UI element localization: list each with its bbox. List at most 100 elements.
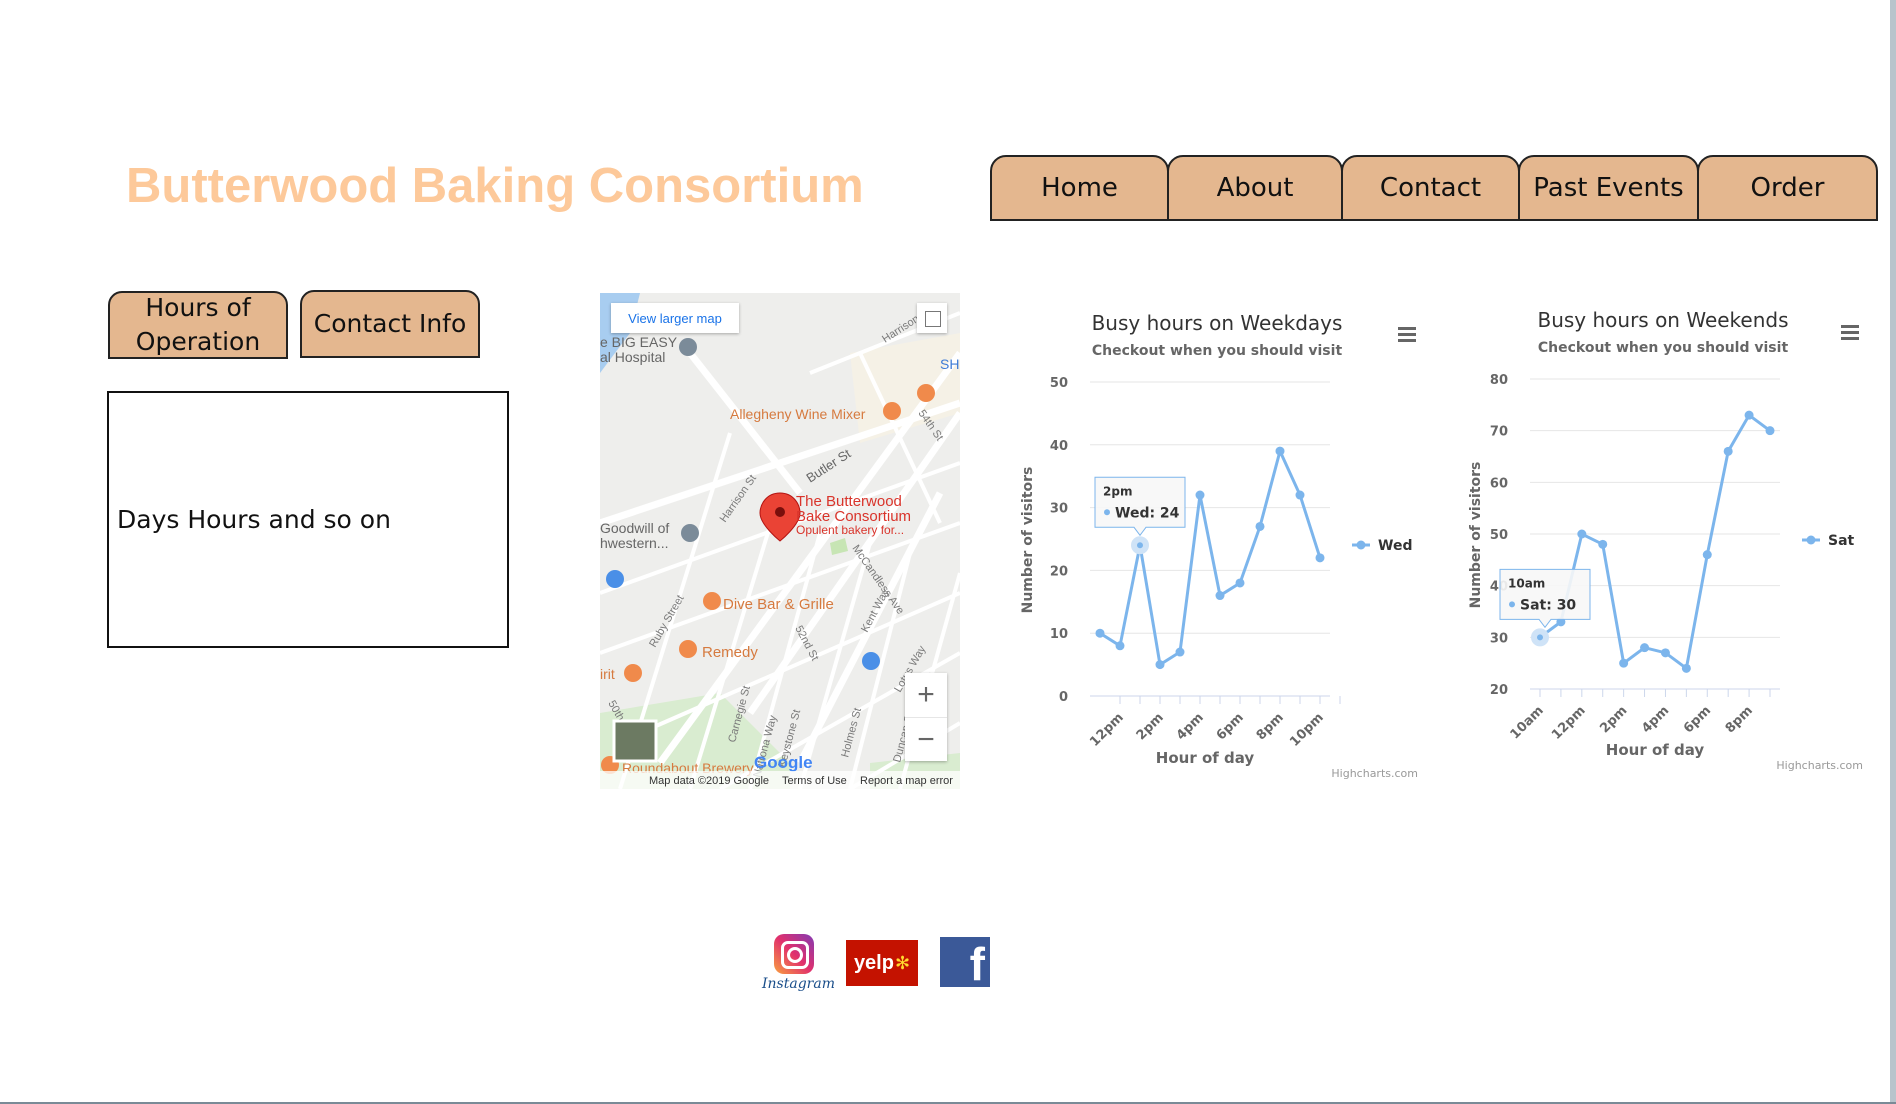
- y-tick-label: 50: [1050, 376, 1068, 391]
- data-point: [1531, 628, 1549, 647]
- embedded-map[interactable]: e BIG EASY al Hospital Goodwill of hwest…: [600, 293, 960, 789]
- chart-menu-icon[interactable]: [1398, 327, 1416, 342]
- data-point: [1115, 641, 1125, 651]
- x-tick-label: 6pm: [1214, 710, 1247, 743]
- nav-order[interactable]: Order: [1697, 155, 1878, 221]
- nav-about[interactable]: About: [1167, 155, 1343, 221]
- chart-subtitle: Checkout when you should visit: [1538, 340, 1789, 356]
- nav-home[interactable]: Home: [990, 155, 1169, 221]
- data-point: [1235, 578, 1245, 588]
- tab-hours-of-operation[interactable]: Hours of Operation: [108, 291, 288, 359]
- data-point: [1681, 663, 1691, 673]
- weekday-chart-svg: Busy hours on Weekdays Checkout when you…: [1020, 311, 1418, 780]
- y-tick-label: 80: [1490, 373, 1508, 388]
- hours-info-text: Days Hours and so on: [117, 505, 391, 534]
- data-point: [1175, 647, 1185, 657]
- weekend-chart: Busy hours on Weekends Checkout when you…: [1455, 305, 1875, 785]
- map-place-name: The Butterwood: [796, 493, 902, 510]
- map-zoom-controls: + −: [905, 673, 947, 761]
- legend-label: Wed: [1378, 538, 1412, 554]
- map-canvas[interactable]: e BIG EASY al Hospital Goodwill of hwest…: [600, 293, 960, 789]
- x-tick-label: 2pm: [1597, 703, 1630, 736]
- yelp-icon: yelp: [853, 951, 894, 974]
- data-point: [1095, 628, 1105, 638]
- tooltip-value: Wed: 24: [1115, 505, 1180, 521]
- x-tick-label: 2pm: [1134, 710, 1167, 743]
- map-satellite-toggle[interactable]: [612, 719, 658, 763]
- nav-past-events[interactable]: Past Events: [1518, 155, 1699, 221]
- data-point: [1195, 490, 1205, 500]
- map-data-credit: Map data ©2019 Google: [649, 775, 769, 787]
- map-report-link[interactable]: Report a map error: [860, 775, 953, 787]
- zoom-in-button[interactable]: +: [917, 678, 935, 711]
- legend-marker: [1806, 535, 1816, 545]
- data-point: [1660, 648, 1670, 658]
- chart-subtitle: Checkout when you should visit: [1092, 343, 1343, 359]
- chart-xlabel: Hour of day: [1606, 741, 1705, 759]
- y-tick-label: 40: [1050, 439, 1068, 454]
- y-tick-label: 70: [1490, 425, 1508, 440]
- y-tick-label: 10: [1050, 627, 1068, 642]
- map-poi-pins[interactable]: [601, 338, 935, 774]
- view-larger-map-link[interactable]: View larger map: [611, 303, 739, 333]
- x-tick-label: 4pm: [1639, 703, 1672, 736]
- tooltip-marker: [1509, 601, 1515, 608]
- tooltip-box: [1499, 568, 1591, 629]
- y-tick-label: 20: [1490, 683, 1508, 698]
- chart-title: Busy hours on Weekends: [1537, 308, 1788, 332]
- chart-ylabel: Number of visitors: [1020, 467, 1036, 614]
- map-label-remedy: Remedy: [702, 644, 758, 661]
- tooltip-header: 10am: [1508, 576, 1545, 590]
- y-tick-label: 20: [1050, 564, 1068, 579]
- x-tick-label: 10pm: [1287, 710, 1327, 750]
- map-location-pin-icon[interactable]: [759, 492, 801, 542]
- y-tick-label: 50: [1490, 528, 1508, 543]
- data-point: [1215, 591, 1225, 601]
- data-point: [1640, 643, 1650, 653]
- hours-info-box: Days Hours and so on: [107, 391, 509, 648]
- data-point: [1723, 446, 1733, 456]
- map-label: Goodwill of: [600, 520, 669, 536]
- x-tick-label: 12pm: [1087, 710, 1127, 750]
- chart-title: Busy hours on Weekdays: [1092, 311, 1343, 335]
- zoom-out-button[interactable]: −: [905, 717, 947, 762]
- map-label-dive-bar: Dive Bar & Grille: [723, 596, 834, 613]
- facebook-icon: f: [969, 938, 985, 990]
- y-tick-label: 0: [1059, 690, 1068, 705]
- data-point: [1577, 529, 1587, 539]
- tooltip-box: [1094, 476, 1186, 537]
- weekday-chart: Busy hours on Weekdays Checkout when you…: [1010, 305, 1430, 785]
- window-edge: [1890, 0, 1896, 1104]
- y-tick-label: 30: [1490, 631, 1508, 646]
- x-tick-label: 4pm: [1174, 710, 1207, 743]
- tab-hours-line2: Operation: [135, 327, 261, 356]
- chart-credits[interactable]: Highcharts.com: [1331, 767, 1418, 780]
- y-tick-label: 30: [1050, 502, 1068, 517]
- map-place-desc: Opulent bakery for...: [796, 523, 904, 537]
- tab-contact-info[interactable]: Contact Info: [300, 290, 480, 358]
- data-point: [1295, 490, 1305, 500]
- yelp-link[interactable]: yelp ✻: [846, 940, 918, 986]
- chart-menu-icon[interactable]: [1841, 325, 1859, 340]
- x-tick-label: 10am: [1508, 703, 1547, 742]
- data-point: [1619, 658, 1629, 668]
- chart-credits[interactable]: Highcharts.com: [1776, 759, 1863, 772]
- weekend-chart-svg: Busy hours on Weekends Checkout when you…: [1468, 308, 1863, 772]
- map-label: irit: [600, 666, 615, 682]
- map-label: hwestern...: [600, 535, 668, 551]
- map-place-name: Bake Consortium: [796, 508, 911, 525]
- data-point: [1702, 550, 1712, 560]
- instagram-icon: [774, 934, 814, 974]
- x-tick-label: 8pm: [1723, 703, 1756, 736]
- x-tick-label: 12pm: [1549, 703, 1589, 743]
- facebook-link[interactable]: f: [940, 937, 990, 987]
- map-terms-link[interactable]: Terms of Use: [782, 775, 847, 787]
- instagram-link[interactable]: Instagram: [762, 932, 835, 1002]
- fullscreen-button[interactable]: [917, 303, 947, 333]
- series-line: [1099, 446, 1322, 668]
- site-title: Butterwood Baking Consortium: [126, 159, 864, 213]
- data-point: [1315, 553, 1325, 563]
- nav-contact[interactable]: Contact: [1341, 155, 1520, 221]
- data-point: [1275, 446, 1285, 456]
- x-tick-label: 6pm: [1681, 703, 1714, 736]
